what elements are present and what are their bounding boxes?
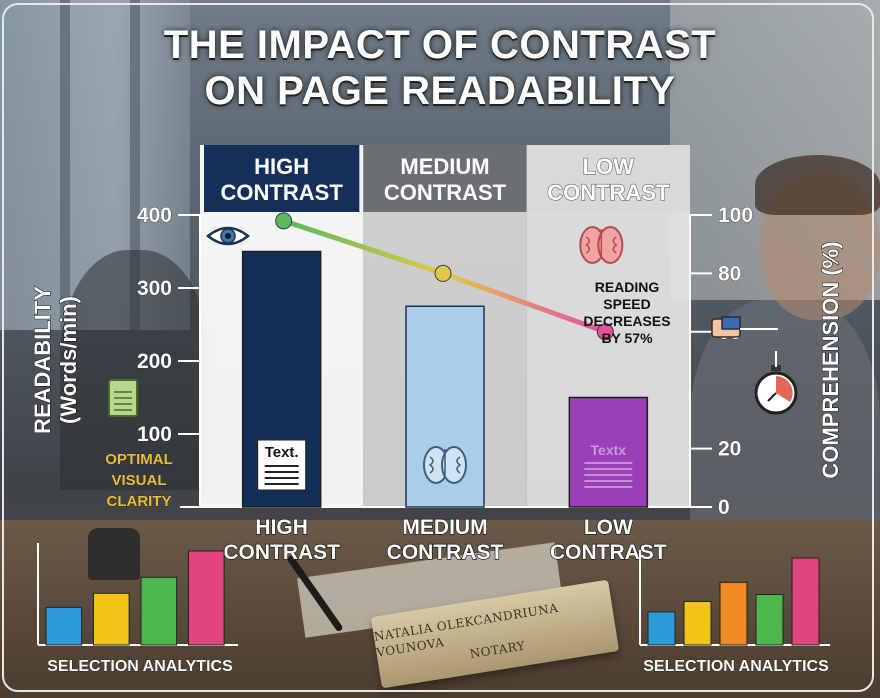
- mini-bar: [683, 601, 712, 646]
- y-tick-label: 400: [137, 204, 172, 227]
- optimal-clarity-label: VISUAL: [111, 472, 166, 489]
- comprehension-line: [275, 212, 614, 341]
- y2-axis-title: COMPREHENSION (%): [818, 241, 844, 479]
- title-line-2: ON PAGE READABILITY: [204, 69, 676, 113]
- y-tick-label: 300: [137, 277, 172, 300]
- mini-chart-left: SELECTION ANALYTICS: [37, 543, 238, 675]
- brain-lobe: [441, 446, 467, 484]
- document-icon: [108, 379, 138, 417]
- mini-bar: [647, 611, 676, 646]
- y-axis-title-line: (Words/min): [56, 296, 81, 424]
- x-category-label: CONTRAST: [387, 541, 504, 564]
- comprehension-point: [596, 323, 614, 341]
- stopwatch-hand: [767, 392, 777, 402]
- column-header-label: LOW: [583, 154, 635, 179]
- column-header-label: CONTRAST: [384, 180, 507, 205]
- y2-tick-label: 20: [718, 438, 741, 461]
- stopwatch-wedge: [776, 376, 793, 402]
- column-header-label: HIGH: [254, 154, 309, 179]
- y2-tick-label: 0: [718, 496, 730, 519]
- y-tick-label: 200: [137, 350, 172, 373]
- mini-bar: [719, 581, 748, 646]
- x-category-label: CONTRAST: [550, 541, 667, 564]
- brain-lobe: [597, 226, 624, 264]
- brain-icon: [423, 446, 467, 484]
- person-silhouette: [60, 250, 210, 490]
- eye-icon: [205, 226, 251, 246]
- column-header-box: [526, 145, 690, 212]
- text-card-low-label: Textx: [591, 442, 627, 458]
- brain-fold: [584, 229, 618, 257]
- column-header-box: [204, 145, 360, 212]
- chart-title: THE IMPACT OF CONTRAST ON PAGE READABILI…: [0, 22, 880, 114]
- column-header-box: [363, 145, 527, 212]
- x-category-label: MEDIUM: [402, 516, 487, 539]
- text-card-high-label: Text.: [265, 444, 299, 461]
- y2-tick-label: 100: [718, 204, 753, 227]
- eye-pupil: [225, 233, 231, 239]
- mini-caption: SELECTION ANALYTICS: [643, 658, 829, 675]
- mini-chart-right: SELECTION ANALYTICS: [639, 550, 830, 675]
- reading-speed-annotation: READING: [595, 279, 660, 295]
- stopwatch-crown: [771, 365, 781, 371]
- mini-bar: [188, 550, 225, 646]
- y2-tick-label: 80: [718, 262, 741, 285]
- x-category-label: CONTRAST: [223, 541, 340, 564]
- column-header-label: CONTRAST: [547, 180, 670, 205]
- notary-stamp: [88, 528, 140, 580]
- optimal-clarity-label: OPTIMAL: [105, 451, 173, 468]
- mini-bar: [791, 557, 820, 646]
- comprehension-point: [275, 212, 293, 230]
- window-mullion: [60, 0, 70, 330]
- icons: Text. Textx: [108, 226, 798, 491]
- comprehension-point: [434, 264, 452, 282]
- y-axis-title-line: READABILITY: [30, 286, 55, 434]
- mini-charts: SELECTION ANALYTICS SELECTION ANALYTICS: [37, 543, 830, 675]
- bar: [568, 396, 649, 508]
- reading-speed-annotation: BY 57%: [601, 330, 653, 346]
- x-category-label: LOW: [584, 516, 633, 539]
- person-hair: [755, 155, 880, 215]
- window-mullion: [130, 0, 140, 330]
- stopwatch-icon: [754, 351, 798, 415]
- optimal-clarity-label: CLARITY: [107, 493, 172, 510]
- brain-icon: [579, 226, 624, 264]
- mini-caption: SELECTION ANALYTICS: [47, 658, 233, 675]
- mini-bar: [93, 592, 130, 646]
- mini-bar: [140, 576, 178, 646]
- reading-hand-icon: [711, 316, 778, 338]
- y2-axis-title-line: COMPREHENSION (%): [818, 241, 843, 478]
- reading-speed-annotation: SPEED: [603, 296, 650, 312]
- chart-text: HIGHCONTRASTMEDIUMCONTRASTLOWCONTRASTREA…: [105, 279, 671, 565]
- title-line-1: THE IMPACT OF CONTRAST: [163, 23, 717, 67]
- y-tick-label: 100: [137, 423, 172, 446]
- bar: [405, 305, 485, 508]
- book-shape: [721, 316, 741, 330]
- column-header-label: MEDIUM: [400, 154, 489, 179]
- mini-bar: [45, 606, 83, 646]
- brain-fold: [428, 449, 462, 477]
- x-category-label: HIGH: [255, 516, 308, 539]
- column-header-label: CONTRAST: [221, 180, 344, 205]
- axes: 1002003004000206080100READABILITY(Words/…: [30, 204, 844, 520]
- mini-bar: [755, 594, 784, 646]
- reading-speed-annotation: DECREASES: [583, 313, 670, 329]
- y-axis-title: READABILITY (Words/min): [30, 285, 82, 434]
